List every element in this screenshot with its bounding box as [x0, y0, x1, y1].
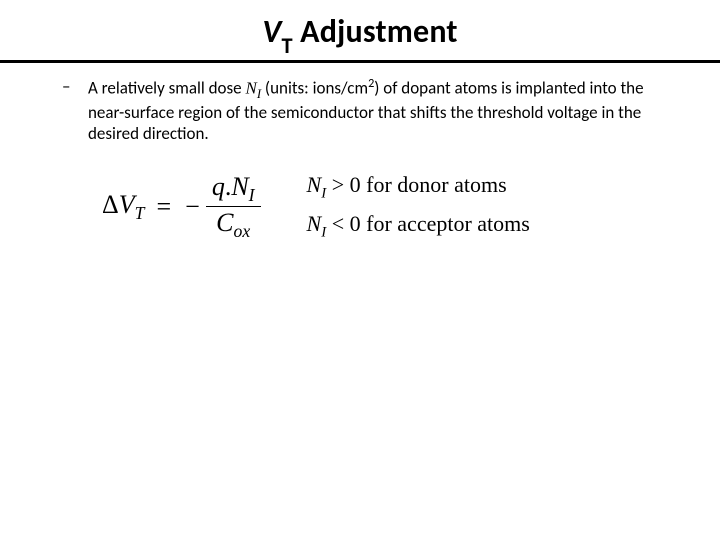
- numerator: q.NI: [206, 173, 261, 208]
- q-symbol: q: [212, 172, 225, 201]
- equals-sign: =: [148, 192, 179, 222]
- t-subscript: T: [135, 203, 145, 223]
- condition-acceptor: NI < 0 for acceptor atoms: [307, 211, 530, 241]
- condition-column: NI > 0 for donor atoms NI < 0 for accept…: [307, 172, 530, 241]
- bullet-text-1: A relatively small dose: [88, 78, 245, 99]
- cond2-op: < 0: [332, 211, 361, 236]
- cond1-text: for donor atoms: [361, 172, 507, 197]
- v-symbol: V: [119, 190, 135, 219]
- n-symbol: N: [231, 172, 248, 201]
- cond2-text: for acceptor atoms: [361, 211, 530, 236]
- cond2-n: N: [307, 211, 322, 236]
- condition-donor: NI > 0 for donor atoms: [307, 172, 530, 202]
- ni-symbol-n: N: [245, 79, 256, 98]
- c-symbol: C: [216, 208, 233, 237]
- denominator: Cox: [210, 207, 256, 241]
- delta-vt-formula: ΔVT = − q.NI Cox: [102, 173, 265, 242]
- minus-sign: −: [179, 192, 202, 222]
- delta-symbol: Δ: [102, 190, 119, 219]
- slide: VT Adjustment A relatively small dose NI…: [0, 0, 720, 540]
- bullet-item: A relatively small dose NI (units: ions/…: [62, 77, 680, 144]
- cond1-op: > 0: [332, 172, 361, 197]
- page-title: VT Adjustment: [0, 12, 720, 56]
- fraction: q.NI Cox: [202, 173, 265, 242]
- title-rest: Adjustment: [293, 12, 458, 51]
- title-underline: VT Adjustment: [0, 10, 720, 63]
- i-subscript: I: [249, 185, 255, 205]
- equation-row: ΔVT = − q.NI Cox NI > 0 for donor atoms …: [102, 172, 680, 241]
- bullet-text-2: (units: ions/cm: [261, 78, 368, 99]
- bullet-list: A relatively small dose NI (units: ions/…: [62, 77, 680, 144]
- ox-subscript: ox: [234, 222, 251, 242]
- lhs: ΔVT: [102, 190, 148, 224]
- title-v: V: [262, 12, 281, 51]
- title-t: T: [281, 33, 292, 60]
- cond1-n: N: [307, 172, 322, 197]
